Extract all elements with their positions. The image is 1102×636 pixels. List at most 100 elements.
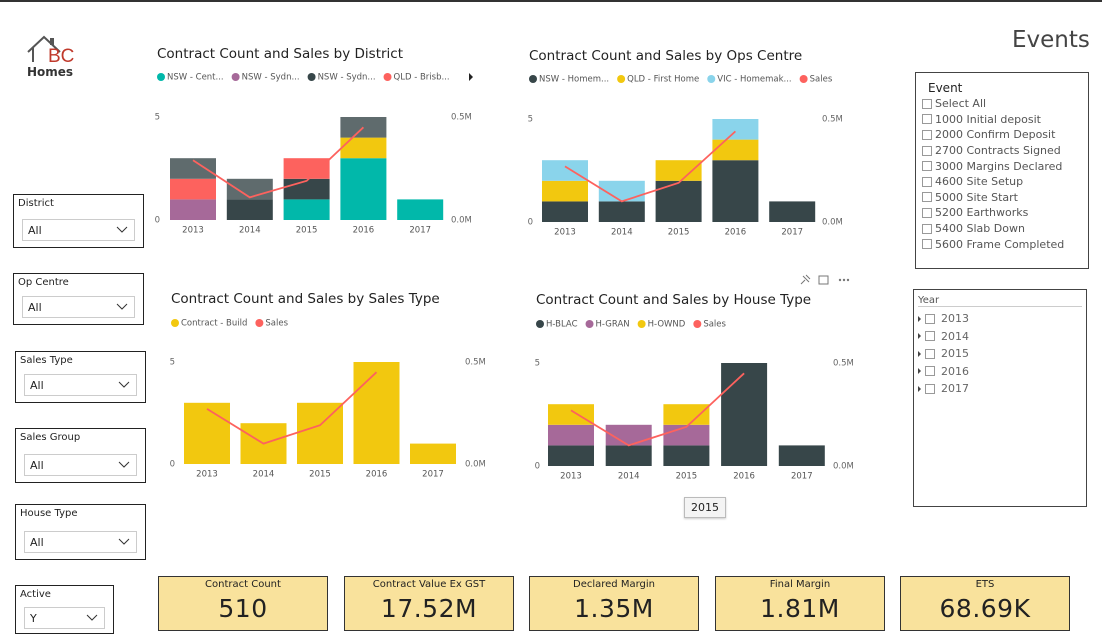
top-border xyxy=(0,0,1102,2)
kpi-card: ETS 68.69K xyxy=(900,576,1070,631)
item-label: 4600 Site Setup xyxy=(935,175,1024,189)
item-label: 5600 Frame Completed xyxy=(935,237,1065,251)
item-label: 2014 xyxy=(941,329,969,343)
chart: Contract Count and Sales by Ops Centre NS… xyxy=(528,48,843,238)
dropdown[interactable]: All xyxy=(22,296,135,318)
legend-marker xyxy=(536,320,544,328)
slicer-label: Sales Type xyxy=(20,355,73,366)
dropdown[interactable]: All xyxy=(24,374,137,396)
bar-segment xyxy=(712,160,759,222)
checkbox[interactable] xyxy=(922,176,932,187)
filter-item[interactable]: 5200 Earthworks xyxy=(922,205,1088,221)
checkbox[interactable] xyxy=(925,313,935,324)
x-tick-label: 2015 xyxy=(296,226,318,236)
checkbox[interactable] xyxy=(922,98,932,109)
bar-segment xyxy=(663,404,710,425)
checkbox[interactable] xyxy=(922,145,932,156)
sales-line xyxy=(206,371,378,445)
x-tick-label: 2014 xyxy=(239,226,261,236)
filter-item[interactable]: 3000 Margins Declared xyxy=(922,158,1088,174)
y2-tick-label: 0.0M xyxy=(465,460,486,470)
filter-item[interactable]: 2016 xyxy=(918,363,1086,381)
y2-tick-label: 0.0M xyxy=(451,216,472,226)
bar-segment xyxy=(655,160,702,181)
checkbox[interactable] xyxy=(925,348,935,359)
filter-item[interactable]: Select All xyxy=(922,96,1088,112)
legend-marker xyxy=(231,73,240,81)
chevron xyxy=(118,538,130,545)
checkbox[interactable] xyxy=(922,192,932,203)
slicer[interactable]: Op Centre All xyxy=(13,273,144,325)
slicer[interactable]: Sales Type All xyxy=(15,351,146,403)
y-tick-label: 5 xyxy=(528,115,533,125)
x-tick-label: 2016 xyxy=(733,472,755,482)
expand-arrow xyxy=(918,333,921,340)
bar-segment xyxy=(605,445,652,466)
visual-header-icons[interactable] xyxy=(798,273,852,291)
checkbox[interactable] xyxy=(922,129,932,140)
x-tick-label: 2015 xyxy=(668,228,690,238)
y-tick-label: 0 xyxy=(155,216,160,226)
kpi-card: Contract Count 510 xyxy=(158,576,328,631)
expand-arrow xyxy=(918,350,921,357)
checkbox[interactable] xyxy=(925,383,935,394)
item-label: 3000 Margins Declared xyxy=(935,159,1063,173)
filter-item[interactable]: 1000 Initial deposit xyxy=(922,112,1088,128)
dropdown[interactable]: All xyxy=(24,454,137,476)
checkbox[interactable] xyxy=(922,239,932,250)
filter-item[interactable]: 2015 xyxy=(918,345,1086,363)
checkbox[interactable] xyxy=(922,207,932,218)
filter-item[interactable]: 5600 Frame Completed xyxy=(922,236,1088,252)
checkbox[interactable] xyxy=(922,114,932,125)
logo-house xyxy=(27,35,61,62)
card-label: ETS xyxy=(975,579,995,590)
dropdown[interactable]: All xyxy=(24,531,137,553)
x-tick-label: 2015 xyxy=(309,470,331,480)
item-label: 5400 Slab Down xyxy=(935,222,1025,236)
filter-item[interactable]: 2017 xyxy=(918,380,1086,398)
legend-label: NSW - Sydn... xyxy=(242,73,300,83)
dropdown[interactable]: All xyxy=(22,219,135,241)
y2-tick-label: 0.5M xyxy=(833,359,854,369)
dropdown-value: All xyxy=(28,301,42,314)
item-label: 2016 xyxy=(941,364,969,378)
legend-marker xyxy=(585,320,594,328)
filter-item[interactable]: 2000 Confirm Deposit xyxy=(922,127,1088,143)
checkbox[interactable] xyxy=(922,223,932,234)
slicer[interactable]: Sales Group All xyxy=(15,428,146,483)
filter-item[interactable]: 2014 xyxy=(918,328,1086,346)
visual-icons[interactable] xyxy=(798,273,852,287)
filter-item[interactable]: 2700 Contracts Signed xyxy=(922,143,1088,159)
checkbox[interactable] xyxy=(922,161,932,172)
slicer[interactable]: District All xyxy=(13,194,144,248)
chart: Contract Count and Sales by District NSW … xyxy=(155,46,473,236)
y-tick-label: 5 xyxy=(155,113,160,123)
sales-line xyxy=(192,126,365,199)
x-tick-label: 2016 xyxy=(725,228,747,238)
legend-label: H-BLAC xyxy=(546,320,578,330)
filter-item[interactable]: 5000 Site Start xyxy=(922,190,1088,206)
legend-label: H-GRAN xyxy=(596,320,630,330)
dropdown[interactable]: Y xyxy=(24,607,105,629)
x-tick-label: 2017 xyxy=(409,226,431,236)
slicer-label: Active xyxy=(20,589,51,600)
dropdown-value: Y xyxy=(30,612,37,625)
bar-segment xyxy=(712,139,759,161)
bar-segment xyxy=(397,199,444,220)
filter-item[interactable]: 2013 xyxy=(918,310,1086,328)
x-tick-label: 2017 xyxy=(781,228,803,238)
x-tick-label: 2017 xyxy=(791,472,813,482)
bar-segment xyxy=(778,445,825,466)
checkbox[interactable] xyxy=(925,366,935,377)
slicer[interactable]: House Type All xyxy=(15,504,146,560)
y-tick-label: 0 xyxy=(528,218,533,228)
bar-segment xyxy=(170,199,216,220)
legend-label: H-OWND xyxy=(648,320,686,330)
checkbox[interactable] xyxy=(925,331,935,342)
filter-item[interactable]: 4600 Site Setup xyxy=(922,174,1088,190)
slicer[interactable]: Active Y xyxy=(15,585,114,634)
filter-item[interactable]: 5400 Slab Down xyxy=(922,221,1088,237)
bar-segment xyxy=(598,201,645,222)
y2-tick-label: 0.0M xyxy=(822,218,843,228)
